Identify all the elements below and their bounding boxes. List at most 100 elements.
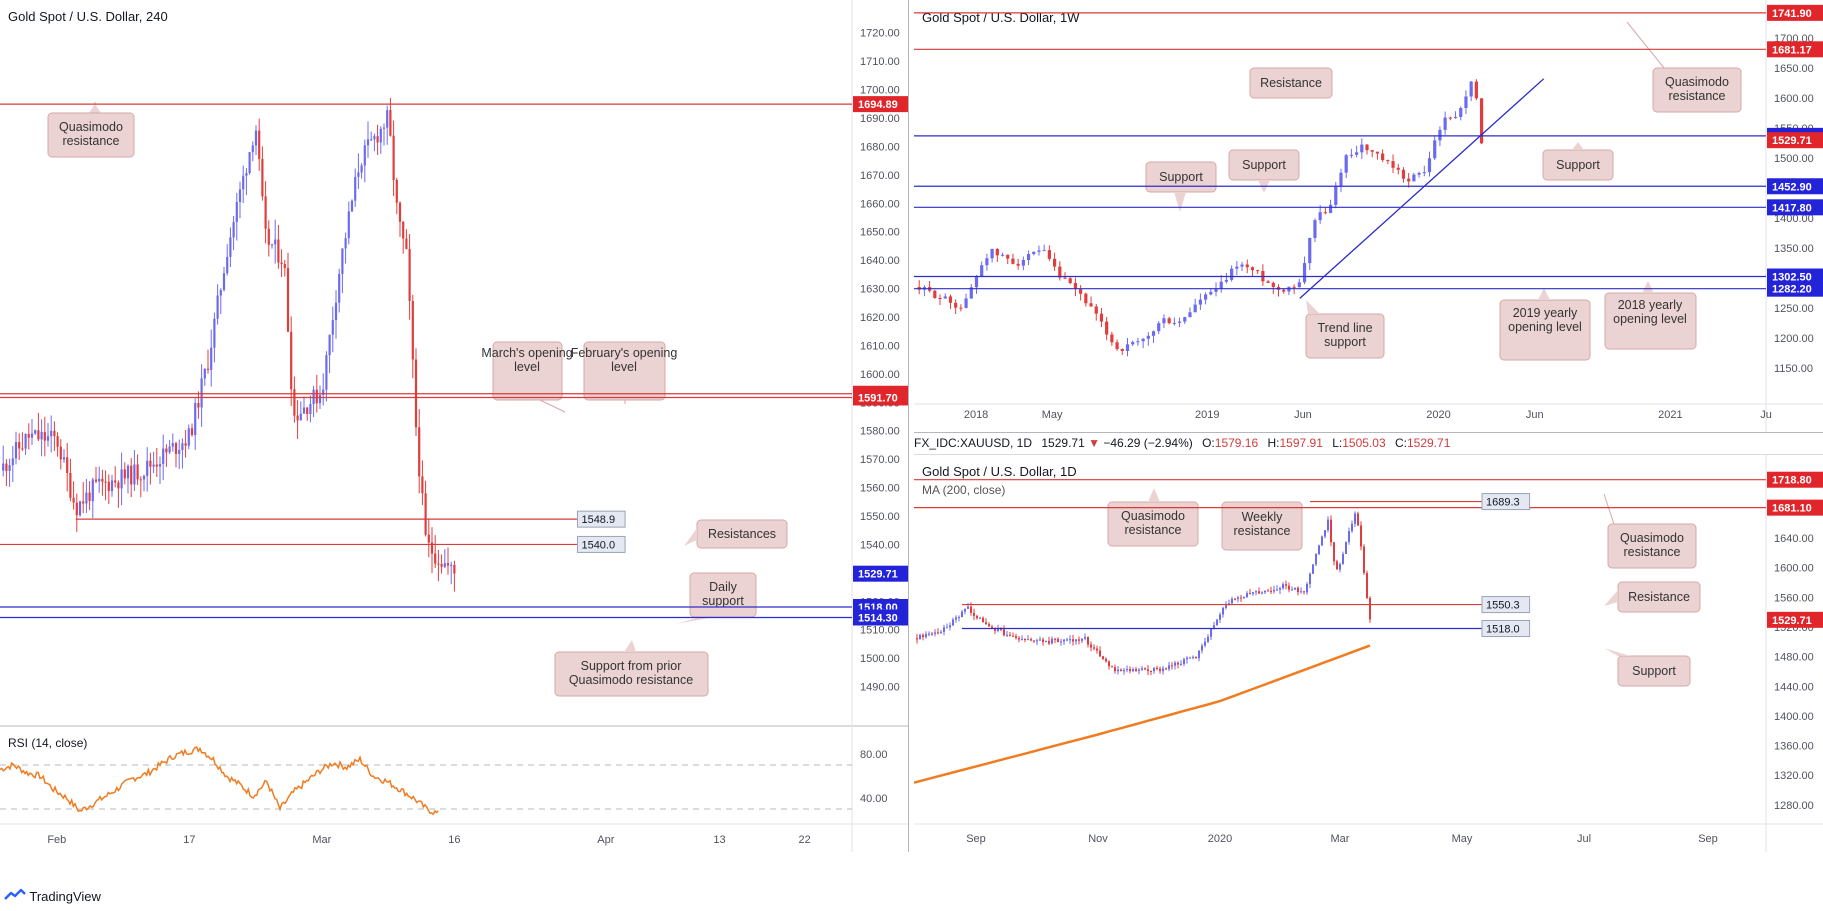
y-tick-label: 1600.00: [1774, 93, 1814, 105]
candle: [1245, 259, 1249, 274]
candle: [943, 293, 947, 299]
weekly-chart-panel[interactable]: Gold Spot / U.S. Dollar, 1W Resistance Q…: [914, 0, 1823, 433]
candle: [229, 227, 232, 268]
candle: [1153, 667, 1155, 674]
candle-body: [1294, 587, 1296, 590]
candle-body: [1129, 669, 1131, 672]
tradingview-logo-icon[interactable]: [4, 885, 26, 911]
candle-body: [1313, 220, 1317, 238]
candle: [210, 329, 213, 387]
candle-body: [964, 298, 968, 308]
candle: [184, 430, 187, 458]
candle-body: [1318, 212, 1322, 221]
candle: [1135, 666, 1137, 672]
candle: [1018, 636, 1020, 643]
candle: [1016, 258, 1020, 270]
candle: [1114, 664, 1116, 674]
candle-body: [940, 631, 942, 633]
candle-body: [69, 472, 72, 498]
y-tick-label: 1280.00: [1774, 800, 1814, 812]
candle-body: [206, 368, 210, 370]
candle-body: [1261, 592, 1263, 594]
candle: [194, 398, 197, 450]
level-price-label: 1694.89: [858, 99, 898, 111]
level-price-tag: [1767, 199, 1823, 216]
candle: [1339, 562, 1341, 573]
candle: [1192, 655, 1194, 660]
candle-body: [200, 378, 203, 408]
candle-body: [1072, 639, 1074, 642]
daily-chart-svg[interactable]: Gold Spot / U.S. Dollar, 1D MA (200, clo…: [913, 453, 1823, 852]
h4-chart-panel[interactable]: Gold Spot / U.S. Dollar, 240 RSI (14, cl…: [0, 0, 909, 852]
candle: [1125, 338, 1130, 357]
candle: [158, 456, 162, 484]
candle-body: [110, 480, 114, 492]
x-tick-label: Sep: [966, 833, 986, 845]
candle-body: [158, 464, 162, 467]
candle: [114, 466, 117, 488]
level-price-tag: [1767, 280, 1823, 297]
candle: [1297, 278, 1301, 288]
x-tick-label: Feb: [47, 834, 66, 846]
candle-body: [34, 430, 37, 434]
candle: [1321, 535, 1323, 546]
candle: [1198, 293, 1202, 310]
level-price-tag: [853, 389, 909, 406]
candle-body: [1453, 116, 1458, 119]
y-tick-label: 1650.00: [1774, 63, 1814, 75]
candle: [414, 348, 418, 436]
candle-body: [1292, 286, 1296, 288]
candle: [434, 535, 437, 568]
candle: [312, 385, 315, 418]
candle-body: [1009, 634, 1011, 636]
candle: [974, 275, 979, 294]
candle: [1469, 81, 1473, 102]
y-tick-label: 1700.00: [860, 85, 900, 97]
open-label: O:: [1202, 436, 1215, 450]
candle-body: [146, 460, 149, 476]
candle-body: [1105, 658, 1107, 662]
h4-chart-svg[interactable]: Gold Spot / U.S. Dollar, 240 RSI (14, cl…: [0, 0, 909, 852]
candle: [1033, 640, 1035, 643]
candle-body: [985, 622, 987, 625]
candle-body: [959, 307, 963, 309]
candle: [178, 439, 181, 470]
candle-body: [1021, 639, 1023, 641]
candle: [1355, 145, 1359, 158]
candle-body: [1096, 648, 1098, 651]
candle-body: [1469, 81, 1473, 97]
candle: [1443, 111, 1447, 135]
tradingview-brand[interactable]: TradingView: [29, 889, 101, 904]
candle-body: [302, 407, 306, 414]
candle-body: [2, 463, 5, 471]
candle: [1276, 585, 1278, 591]
candle-body: [1336, 561, 1338, 570]
h4-chart-title: Gold Spot / U.S. Dollar, 240: [8, 9, 168, 24]
daily-chart-panel[interactable]: Gold Spot / U.S. Dollar, 1D MA (200, clo…: [913, 453, 1823, 852]
annotation-resistance: Resistance: [1604, 581, 1701, 613]
candle: [46, 422, 50, 447]
candle: [1258, 587, 1260, 594]
weekly-chart-svg[interactable]: Gold Spot / U.S. Dollar, 1W Resistance Q…: [914, 0, 1823, 432]
candle: [946, 623, 948, 629]
candle: [1011, 253, 1015, 265]
candle-body: [1078, 639, 1080, 641]
candle: [1246, 591, 1248, 598]
candle: [1003, 625, 1005, 637]
rsi-y-tick-label: 80.00: [860, 749, 888, 761]
x-tick-label: Jun: [1526, 409, 1544, 421]
candle-body: [334, 302, 338, 321]
candle-body: [1189, 657, 1191, 659]
candle: [142, 474, 146, 492]
candle-body: [8, 465, 11, 471]
candle-body: [312, 389, 315, 405]
candle-body: [1279, 588, 1281, 590]
candle-body: [928, 633, 930, 635]
candle-body: [1366, 572, 1368, 598]
candle: [395, 177, 398, 215]
candle-body: [970, 606, 972, 613]
y-tick-label: 1680.00: [860, 141, 900, 153]
candle: [1357, 511, 1359, 526]
candle: [206, 349, 210, 374]
candle: [14, 431, 18, 465]
